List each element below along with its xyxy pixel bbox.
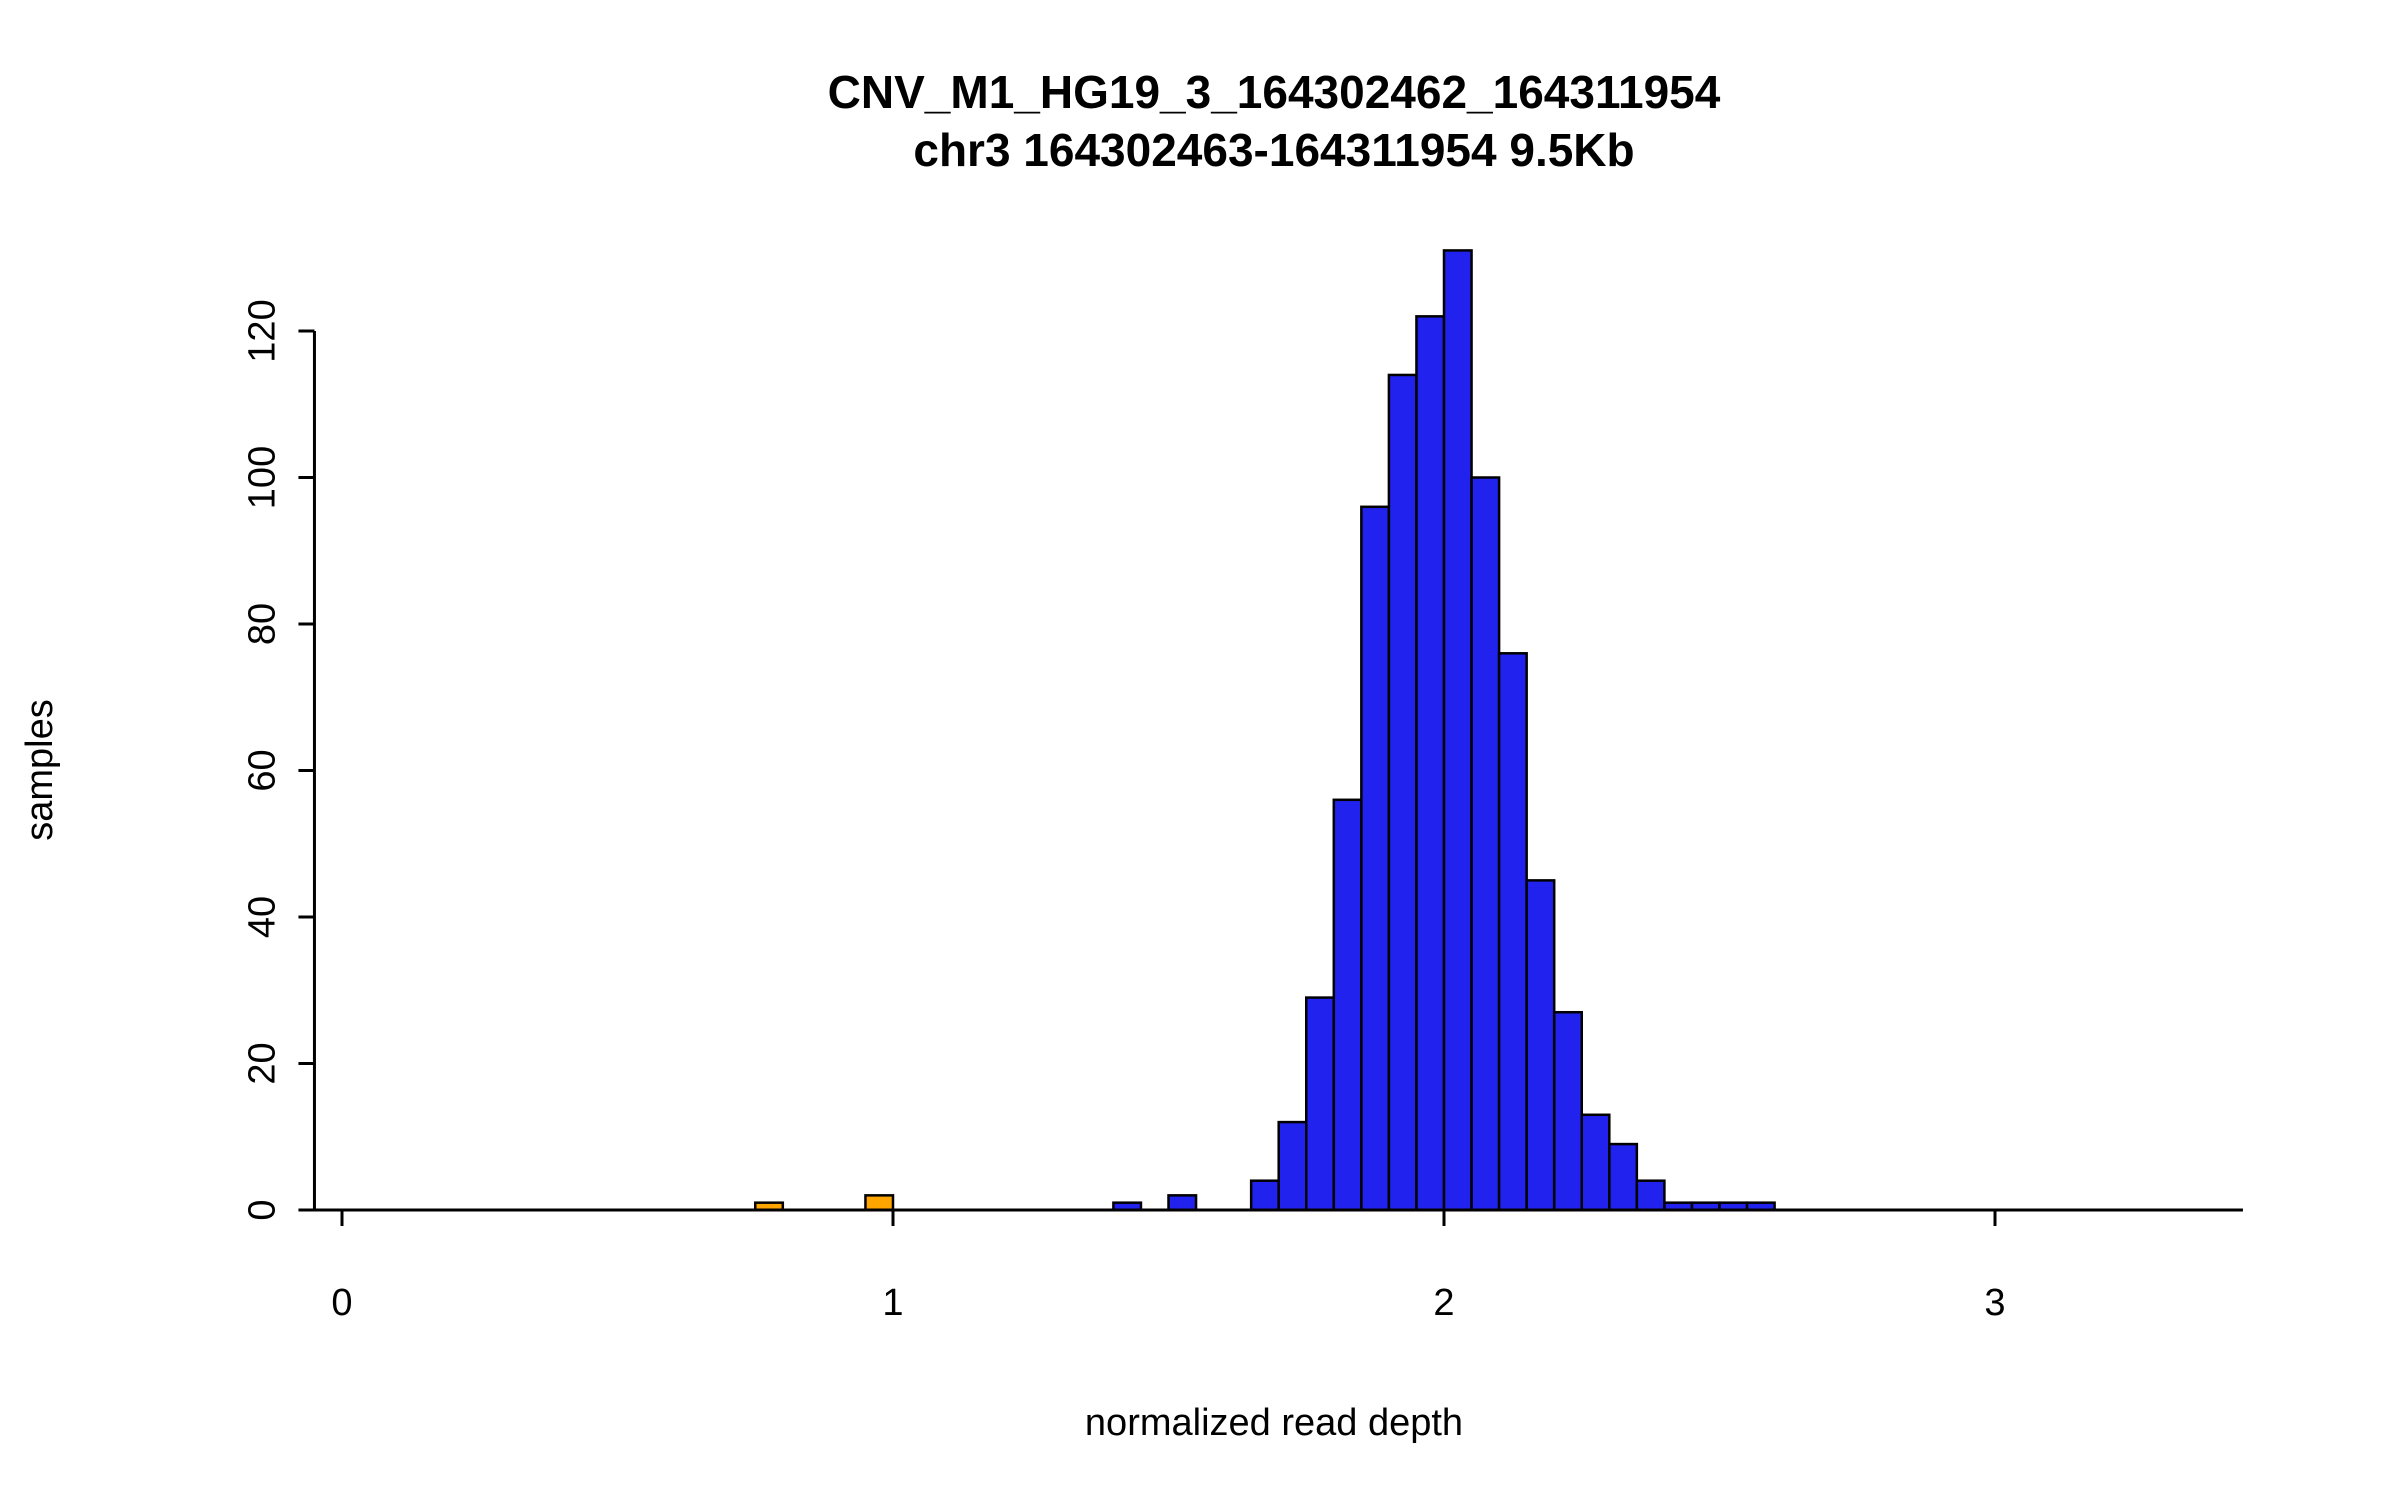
axes: 0 1 2 3 0 20 40 60 80 100 120 <box>241 299 2243 1324</box>
histogram-bar <box>1580 1113 1611 1212</box>
histogram-bar <box>1277 1120 1308 1212</box>
histogram-bar <box>1305 996 1336 1212</box>
y-tick-label: 60 <box>241 749 283 791</box>
histogram-bar-highlight <box>864 1194 895 1212</box>
histogram-bar <box>1167 1194 1198 1212</box>
y-tick-label: 40 <box>241 896 283 938</box>
chart-title: CNV_M1_HG19_3_164302462_164311954 <box>828 66 1721 118</box>
histogram-bar <box>1608 1142 1639 1212</box>
y-tick-label: 120 <box>241 299 283 362</box>
histogram-bar <box>1470 476 1501 1212</box>
x-tick-label: 1 <box>882 1282 903 1324</box>
histogram-bar <box>1415 315 1446 1212</box>
histogram-bar <box>1525 879 1556 1212</box>
histogram-bars <box>754 249 1776 1212</box>
chart-subtitle: chr3 164302463-164311954 9.5Kb <box>913 124 1634 176</box>
histogram-bar <box>1249 1179 1280 1212</box>
histogram-bar <box>1635 1179 1666 1212</box>
histogram-bar <box>1497 652 1528 1212</box>
histogram-bar <box>1552 1010 1583 1212</box>
histogram-bar <box>1332 798 1363 1212</box>
histogram-bar <box>1442 249 1473 1212</box>
y-tick-label: 80 <box>241 603 283 645</box>
y-tick-label: 20 <box>241 1042 283 1084</box>
histogram-bar <box>1387 373 1418 1212</box>
x-tick-label: 0 <box>331 1282 352 1324</box>
histogram-bar <box>1360 505 1391 1212</box>
y-tick-label: 0 <box>241 1199 283 1220</box>
y-tick-label: 100 <box>241 446 283 509</box>
y-axis-label: samples <box>19 699 61 841</box>
x-tick-label: 2 <box>1433 1282 1454 1324</box>
x-axis-label: normalized read depth <box>1085 1402 1463 1444</box>
x-tick-label: 3 <box>1984 1282 2005 1324</box>
